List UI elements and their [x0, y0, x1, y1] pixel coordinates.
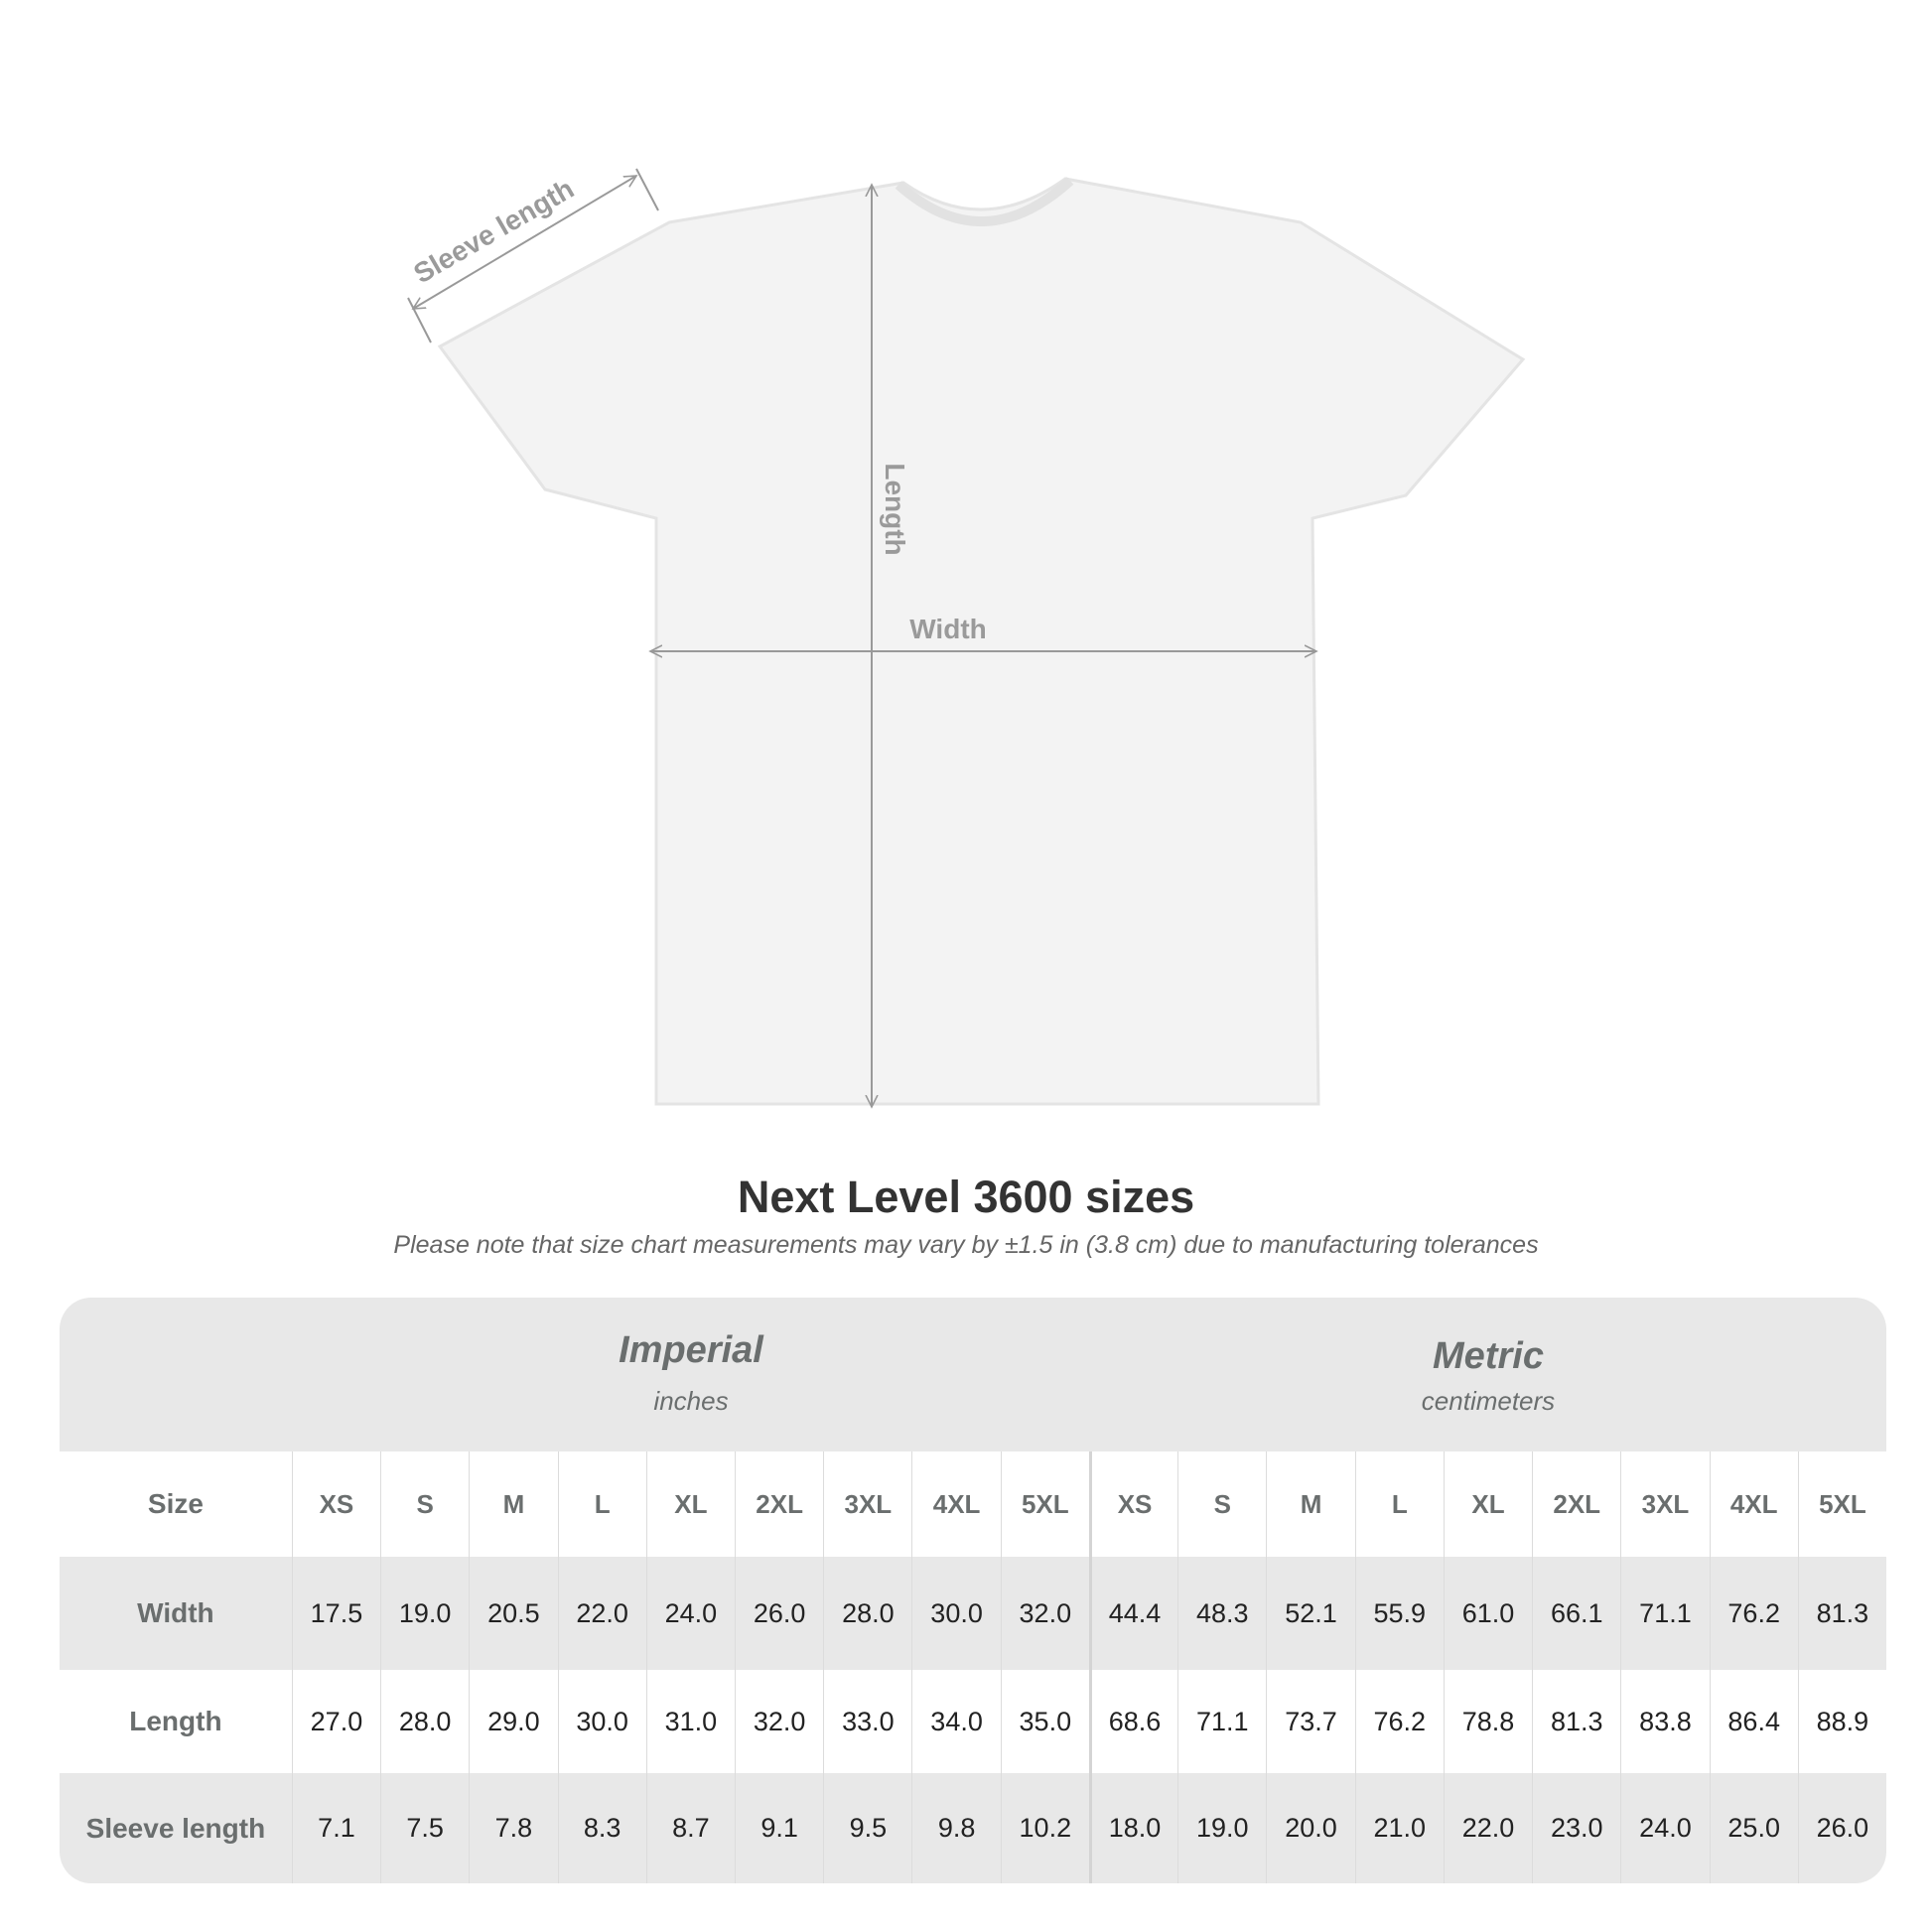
metric-cell: 73.7 — [1266, 1670, 1354, 1773]
metric-title: Metric — [1433, 1335, 1544, 1377]
size-table: Imperial inches Metric centimeters Size X… — [60, 1298, 1886, 1883]
imperial-cell: 7.8 — [469, 1773, 557, 1883]
metric-cell: 18.0 — [1088, 1773, 1177, 1883]
metric-cell: 23.0 — [1532, 1773, 1620, 1883]
imperial-cell: 24.0 — [645, 1557, 735, 1670]
imperial-cell: 26.0 — [735, 1557, 823, 1670]
imperial-cell: 28.0 — [823, 1557, 911, 1670]
metric-cell: 71.1 — [1177, 1670, 1266, 1773]
metric-cell: 48.3 — [1177, 1557, 1266, 1670]
imperial-cell: 22.0 — [557, 1557, 646, 1670]
sleeve-length-arrow — [413, 176, 636, 309]
imperial-cell: 19.0 — [380, 1557, 469, 1670]
metric-cell: 44.4 — [1088, 1557, 1177, 1670]
metric-header: Metric centimeters — [1090, 1335, 1886, 1417]
imperial-cell: 20.5 — [469, 1557, 557, 1670]
tolerance-note: Please note that size chart measurements… — [393, 1231, 1539, 1259]
metric-cell: 22.0 — [1443, 1773, 1532, 1883]
imperial-cell: 2XL — [735, 1451, 823, 1557]
imperial-cell: 8.3 — [557, 1773, 646, 1883]
imperial-cell: L — [557, 1451, 646, 1557]
metric-cell: 25.0 — [1709, 1773, 1798, 1883]
page-title: Next Level 3600 sizes — [737, 1172, 1195, 1222]
imperial-header: Imperial inches — [292, 1329, 1090, 1417]
imperial-cell: XL — [645, 1451, 735, 1557]
metric-unit: centimeters — [1421, 1386, 1556, 1416]
metric-cell: 78.8 — [1443, 1670, 1532, 1773]
metric-cell: 88.9 — [1797, 1670, 1886, 1773]
imperial-title: Imperial — [619, 1329, 763, 1371]
metric-cell: S — [1177, 1451, 1266, 1557]
metric-cell: 86.4 — [1709, 1670, 1798, 1773]
metric-cell: 2XL — [1532, 1451, 1620, 1557]
imperial-cell: XS — [291, 1451, 380, 1557]
metric-cell: 68.6 — [1088, 1670, 1177, 1773]
tshirt-shape — [437, 177, 1526, 1106]
imperial-cell: 3XL — [823, 1451, 911, 1557]
imperial-cell: 10.2 — [1000, 1773, 1089, 1883]
metric-cell: L — [1354, 1451, 1444, 1557]
imperial-cell: 33.0 — [823, 1670, 911, 1773]
imperial-cell: 30.0 — [911, 1557, 1000, 1670]
metric-cell: XS — [1088, 1451, 1177, 1557]
metric-cell: 61.0 — [1443, 1557, 1532, 1670]
imperial-cell: S — [380, 1451, 469, 1557]
imperial-unit: inches — [653, 1386, 729, 1416]
imperial-cell: 32.0 — [735, 1670, 823, 1773]
row-label: Size — [147, 1488, 204, 1519]
metric-cell: 81.3 — [1532, 1670, 1620, 1773]
row-label: Length — [129, 1706, 222, 1736]
imperial-cell: 5XL — [1000, 1451, 1089, 1557]
imperial-cell: 8.7 — [645, 1773, 735, 1883]
imperial-cell: 28.0 — [380, 1670, 469, 1773]
metric-cell: 26.0 — [1797, 1773, 1886, 1883]
table-row: Sleeve length 7.1 7.5 7.8 8.3 8.7 9.1 9.5 9.8 10.… — [60, 1773, 1886, 1883]
size-header-row: Size XS S M L XL 2XL 3XL 4XL 5XL XS S M L XL 2XL 3XL 4XL 5… — [60, 1451, 1886, 1557]
metric-cell: 52.1 — [1266, 1557, 1354, 1670]
length-label: Length — [880, 463, 910, 555]
metric-cell: 20.0 — [1266, 1773, 1354, 1883]
sleeve-length-label: Sleeve length — [408, 173, 579, 289]
imperial-cell: 17.5 — [291, 1557, 380, 1670]
imperial-cell: 7.1 — [291, 1773, 380, 1883]
table-row: Width 17.5 19.0 20.5 22.0 24.0 26.0 28.0 30.0 32.… — [60, 1557, 1886, 1670]
imperial-cell: 27.0 — [291, 1670, 380, 1773]
imperial-cell: 9.1 — [735, 1773, 823, 1883]
metric-cell: 24.0 — [1620, 1773, 1709, 1883]
metric-cell: 4XL — [1709, 1451, 1798, 1557]
metric-cell: XL — [1443, 1451, 1532, 1557]
metric-cell: 3XL — [1620, 1451, 1709, 1557]
collar — [895, 177, 1074, 226]
table-row: Length 27.0 28.0 29.0 30.0 31.0 32.0 33.0 34.0 35… — [60, 1670, 1886, 1773]
imperial-cell: 30.0 — [557, 1670, 646, 1773]
table-header: Imperial inches Metric centimeters — [60, 1298, 1886, 1451]
metric-cell: 21.0 — [1354, 1773, 1444, 1883]
metric-cell: 55.9 — [1354, 1557, 1444, 1670]
row-label: Width — [137, 1597, 214, 1628]
imperial-cell: 9.8 — [911, 1773, 1000, 1883]
tshirt-diagram: Sleeve length Length Width — [407, 168, 1526, 1152]
imperial-cell: 9.5 — [823, 1773, 911, 1883]
metric-cell: 83.8 — [1620, 1670, 1709, 1773]
imperial-cell: 32.0 — [1000, 1557, 1089, 1670]
metric-cell: 71.1 — [1620, 1557, 1709, 1670]
metric-cell: 19.0 — [1177, 1773, 1266, 1883]
imperial-cell: 29.0 — [469, 1670, 557, 1773]
metric-cell: 5XL — [1797, 1451, 1886, 1557]
width-label: Width — [909, 614, 987, 644]
metric-cell: M — [1266, 1451, 1354, 1557]
metric-cell: 76.2 — [1709, 1557, 1798, 1670]
imperial-cell: 7.5 — [380, 1773, 469, 1883]
metric-cell: 76.2 — [1354, 1670, 1444, 1773]
imperial-cell: 34.0 — [911, 1670, 1000, 1773]
imperial-cell: M — [469, 1451, 557, 1557]
metric-cell: 81.3 — [1797, 1557, 1886, 1670]
imperial-cell: 35.0 — [1000, 1670, 1089, 1773]
metric-cell: 66.1 — [1532, 1557, 1620, 1670]
imperial-cell: 31.0 — [645, 1670, 735, 1773]
imperial-cell: 4XL — [911, 1451, 1000, 1557]
row-label: Sleeve length — [85, 1812, 266, 1844]
